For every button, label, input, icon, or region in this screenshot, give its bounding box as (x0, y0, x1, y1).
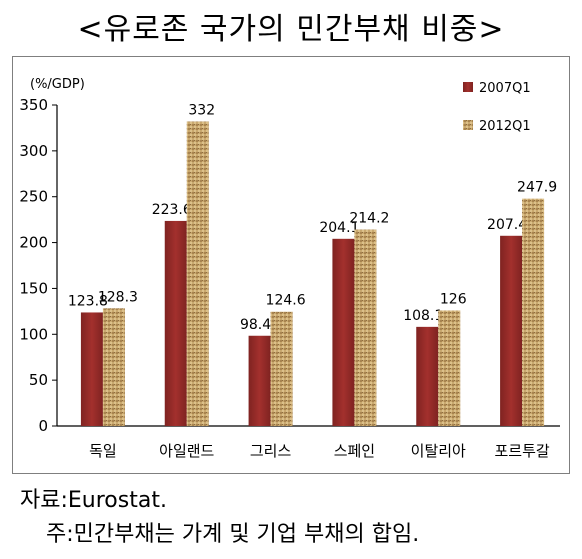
y-tick-label: 250 (19, 188, 48, 206)
data-label: 108.1 (403, 308, 443, 324)
y-tick-label: 50 (29, 371, 48, 389)
bar-2007Q1-그리스 (248, 335, 271, 426)
chart-frame (12, 56, 570, 474)
chart-title: <유로존 국가의 민간부채 비중> (77, 12, 505, 47)
y-tick-label: 350 (19, 96, 48, 114)
y-tick-label: 150 (19, 279, 48, 297)
bar-2007Q1-아일랜드 (164, 220, 187, 426)
bar-2012Q1-아일랜드 (186, 121, 209, 426)
source-note: 자료:Eurostat. (20, 488, 167, 513)
bar-2007Q1-독일 (80, 312, 103, 426)
legend-swatch (463, 82, 473, 92)
x-tick-label: 그리스 (250, 442, 292, 460)
bar-2007Q1-스페인 (332, 238, 355, 426)
y-tick-label: 300 (19, 142, 48, 160)
data-label: 332 (188, 103, 215, 119)
footnote: 주:민간부채는 가계 및 기업 부채의 합임. (46, 522, 420, 547)
x-tick-label: 독일 (89, 442, 117, 460)
bar-2012Q1-이탈리아 (438, 310, 461, 426)
legend-label: 2007Q1 (479, 81, 531, 96)
data-label: 207.4 (487, 217, 527, 233)
bar-2007Q1-이탈리아 (416, 326, 439, 426)
y-tick-label: 100 (19, 325, 48, 343)
legend-swatch (463, 120, 473, 130)
bar-2012Q1-스페인 (354, 229, 377, 426)
data-label: 123.8 (68, 293, 108, 309)
bar-2007Q1-포르투갈 (500, 235, 523, 426)
data-label: 128.3 (98, 289, 138, 305)
bar-2012Q1-그리스 (270, 311, 293, 426)
data-label: 247.9 (517, 180, 557, 196)
y-tick-label: 200 (19, 234, 48, 252)
data-label: 98.4 (240, 317, 271, 333)
x-tick-label: 아일랜드 (159, 442, 214, 460)
data-label: 204.1 (319, 220, 359, 236)
y-tick-label: 0 (38, 417, 48, 435)
data-label: 126 (440, 291, 467, 307)
x-tick-label: 포르투갈 (494, 442, 549, 460)
y-axis-label: (%/GDP) (30, 77, 85, 92)
legend-label: 2012Q1 (479, 119, 531, 134)
data-label: 214.2 (349, 211, 389, 227)
x-tick-label: 스페인 (334, 442, 375, 460)
data-label: 223.6 (152, 202, 192, 218)
data-label: 124.6 (266, 293, 306, 309)
x-tick-label: 이탈리아 (411, 442, 466, 460)
bar-chart: (%/GDP) 0 50 100 150 200 250 300 350 123.8128.3… (19, 77, 560, 460)
bar-2012Q1-포르투갈 (522, 198, 545, 426)
bar-2012Q1-독일 (102, 308, 125, 426)
